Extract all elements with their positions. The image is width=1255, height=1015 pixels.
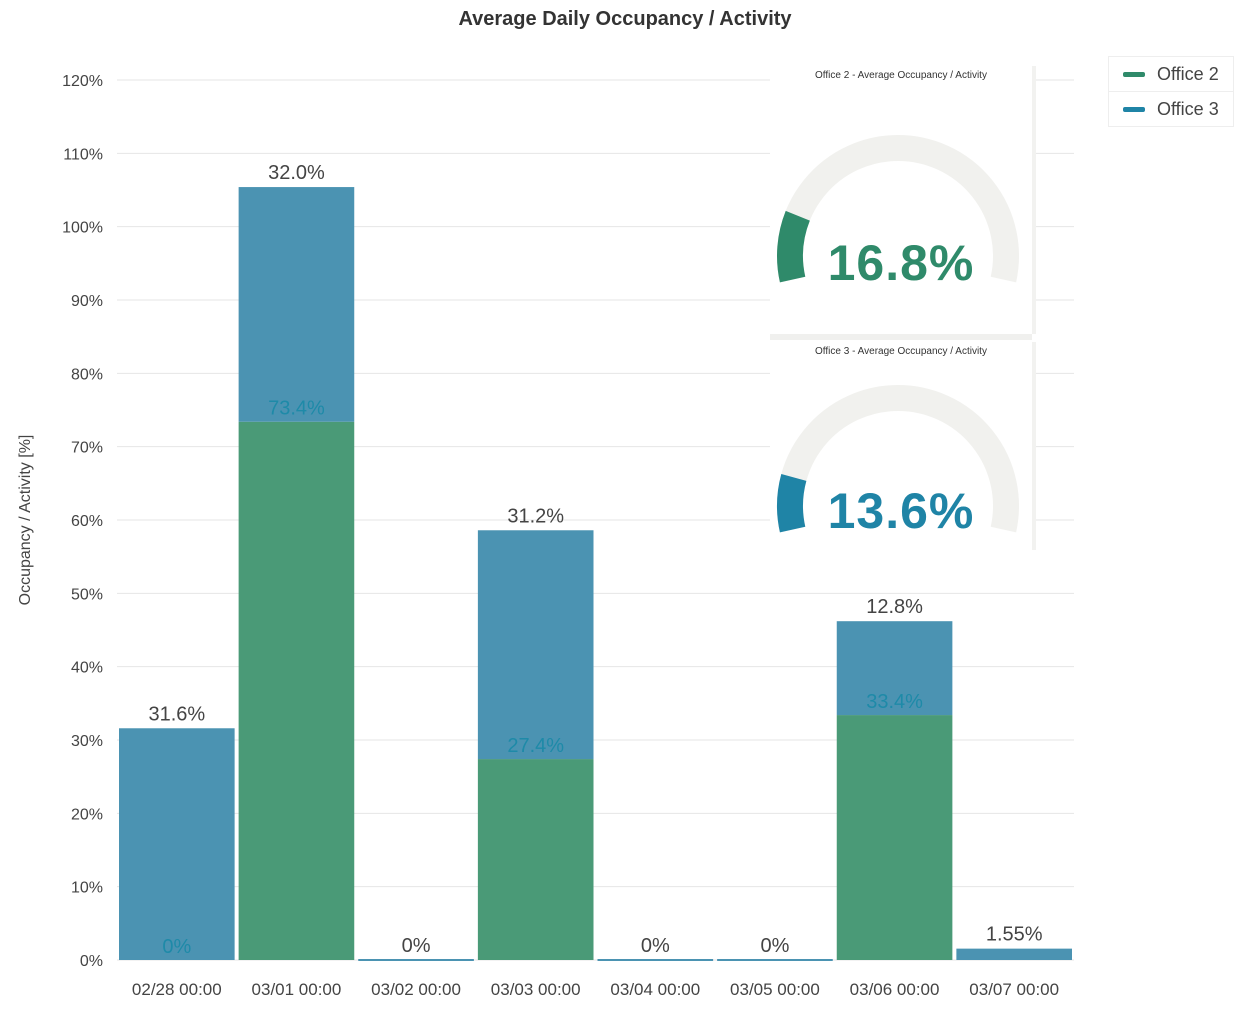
x-tick-label: 03/02 00:00 — [371, 980, 461, 999]
y-tick-label: 50% — [71, 586, 103, 603]
legend-item-office-3[interactable]: Office 3 — [1109, 91, 1233, 126]
x-tick-label: 03/06 00:00 — [850, 980, 940, 999]
gauge-panel-office-2: Office 2 - Average Occupancy / Activity … — [770, 66, 1032, 340]
y-tick-label: 80% — [71, 366, 103, 383]
y-tick-label: 30% — [71, 733, 103, 750]
gauge-panel-divider — [1032, 342, 1036, 550]
bar-total-label: 0% — [641, 935, 670, 957]
bar-total-label: 12.8% — [866, 596, 923, 618]
gauge-fill — [777, 474, 807, 533]
bar-baseline — [358, 959, 474, 961]
bar-total-label: 1.55% — [986, 924, 1043, 946]
gauge-panel-divider — [1032, 66, 1036, 334]
y-tick-label: 20% — [71, 806, 103, 823]
bar-baseline — [717, 959, 833, 961]
legend-swatch-office-3 — [1123, 106, 1145, 112]
y-tick-label: 90% — [71, 293, 103, 310]
bar-inner-label: 27.4% — [507, 735, 564, 757]
legend-item-office-2[interactable]: Office 2 — [1109, 57, 1233, 91]
bar-office-3 — [477, 530, 594, 760]
gauge-panel-office-3: Office 3 - Average Occupancy / Activity … — [770, 342, 1032, 550]
gauge-title-office-3: Office 3 - Average Occupancy / Activity — [815, 346, 987, 357]
y-tick-label: 60% — [71, 513, 103, 530]
gauge-track — [777, 385, 1019, 533]
y-tick-label: 10% — [71, 880, 103, 897]
x-tick-label: 03/07 00:00 — [969, 980, 1059, 999]
y-axis-label: Occupancy / Activity [%] — [17, 435, 34, 606]
bar-office-3 — [956, 948, 1072, 960]
y-tick-label: 0% — [80, 953, 103, 970]
y-tick-label: 120% — [62, 73, 103, 90]
bar-office-2 — [477, 759, 594, 960]
gauge-title-office-2: Office 2 - Average Occupancy / Activity — [815, 70, 987, 81]
bar-baseline — [597, 959, 714, 961]
bar-office-3 — [836, 621, 953, 716]
gauge-office-3 — [777, 385, 1019, 533]
x-tick-label: 03/03 00:00 — [491, 980, 581, 999]
y-tick-label: 110% — [63, 146, 103, 163]
legend-label-office-3: Office 3 — [1157, 98, 1219, 119]
y-tick-label: 100% — [62, 220, 103, 237]
y-tick-label: 40% — [71, 660, 103, 677]
legend-label-office-2: Office 2 — [1157, 63, 1219, 84]
bar-inner-label: 73.4% — [268, 398, 325, 420]
bar-total-label: 31.6% — [148, 703, 205, 725]
legend-swatch-office-2 — [1123, 71, 1145, 77]
gauge-value-office-3: 13.6% — [827, 483, 975, 539]
bar-office-2 — [238, 421, 355, 960]
chart-title: Average Daily Occupancy / Activity — [458, 8, 792, 30]
gauge-fill — [777, 210, 810, 283]
gauge-value-office-2: 16.8% — [827, 235, 975, 291]
bar-total-label: 0% — [402, 935, 431, 957]
bar-inner-label: 0% — [162, 936, 191, 958]
chart-legend: Office 2 Office 3 — [1108, 56, 1234, 127]
bar-total-label: 32.0% — [268, 162, 325, 184]
gauge-office-2 — [777, 135, 1019, 283]
x-tick-label: 03/04 00:00 — [610, 980, 700, 999]
bar-office-3 — [119, 728, 235, 960]
bar-total-label: 0% — [760, 935, 789, 957]
x-tick-label: 02/28 00:00 — [132, 980, 222, 999]
x-tick-label: 03/01 00:00 — [252, 980, 342, 999]
x-tick-label: 03/05 00:00 — [730, 980, 820, 999]
bar-total-label: 31.2% — [507, 505, 564, 527]
bar-inner-label: 33.4% — [866, 691, 923, 713]
bar-office-2 — [836, 715, 953, 960]
bar-office-3 — [238, 187, 355, 422]
y-tick-label: 70% — [71, 440, 103, 457]
